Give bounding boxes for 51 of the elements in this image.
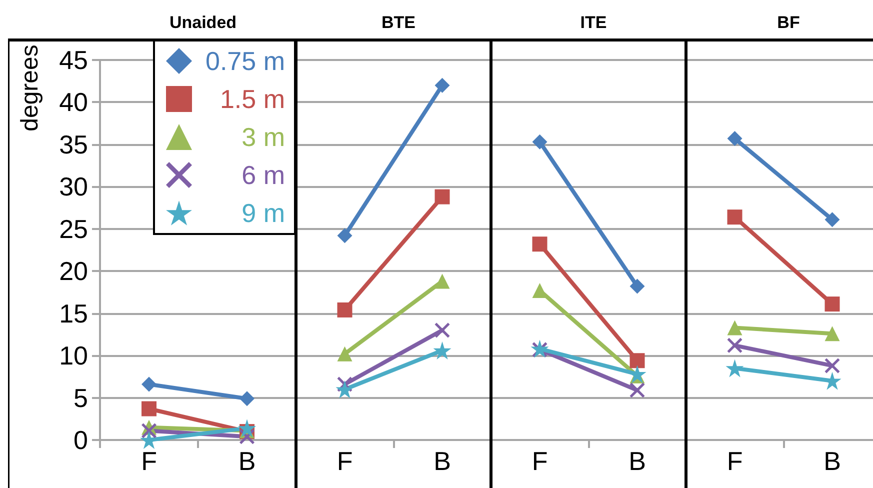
point [142, 401, 156, 416]
point [336, 380, 354, 398]
point [824, 358, 840, 374]
point [727, 338, 742, 353]
y-tick-label: 15 [59, 298, 88, 328]
legend-label: 6 m [242, 160, 285, 190]
x-tick-label: B [238, 446, 256, 476]
point [630, 353, 645, 368]
chart-title: BTE [382, 13, 416, 32]
x-tick-label: B [434, 446, 451, 476]
point [238, 419, 256, 438]
y-tick-label: 30 [59, 172, 88, 202]
point [630, 278, 645, 294]
y-tick-label: 20 [59, 256, 88, 286]
point [532, 236, 548, 252]
x-tick-label: B [628, 446, 646, 476]
y-tick-label: 0 [74, 425, 88, 455]
legend-label: 3 m [242, 122, 285, 152]
chart-title: Unaided [169, 13, 237, 32]
chart-title: BF [777, 13, 800, 32]
point [434, 189, 450, 204]
legend-label: 1.5 m [220, 84, 285, 114]
x-tick-label: F [336, 446, 353, 476]
x-tick-label: F [726, 446, 743, 476]
point [824, 212, 840, 228]
point [240, 391, 254, 406]
point [337, 228, 352, 244]
point [532, 134, 548, 150]
point [727, 131, 742, 146]
y-tick-label: 35 [59, 129, 88, 160]
point [630, 382, 645, 398]
x-tick-label: B [824, 446, 841, 476]
x-tick-label: F [141, 446, 157, 476]
y-tick-label: 10 [59, 340, 88, 371]
legend-label: 9 m [242, 198, 285, 228]
y-tick-label: 45 [59, 45, 88, 75]
point [142, 376, 156, 392]
y-tick-label: 25 [59, 214, 88, 244]
y-tick-label: 40 [59, 87, 88, 118]
x-tick-label: F [532, 446, 548, 476]
point [434, 78, 450, 93]
legend-label: 0.75 m [206, 46, 285, 76]
y-tick-label: 5 [74, 382, 88, 413]
point [726, 359, 744, 378]
point [824, 296, 840, 312]
point [337, 302, 352, 318]
point [434, 322, 450, 338]
point [433, 341, 452, 360]
chart-title: ITE [580, 13, 607, 32]
point [727, 210, 742, 225]
y-axis-title: degrees [16, 44, 44, 132]
